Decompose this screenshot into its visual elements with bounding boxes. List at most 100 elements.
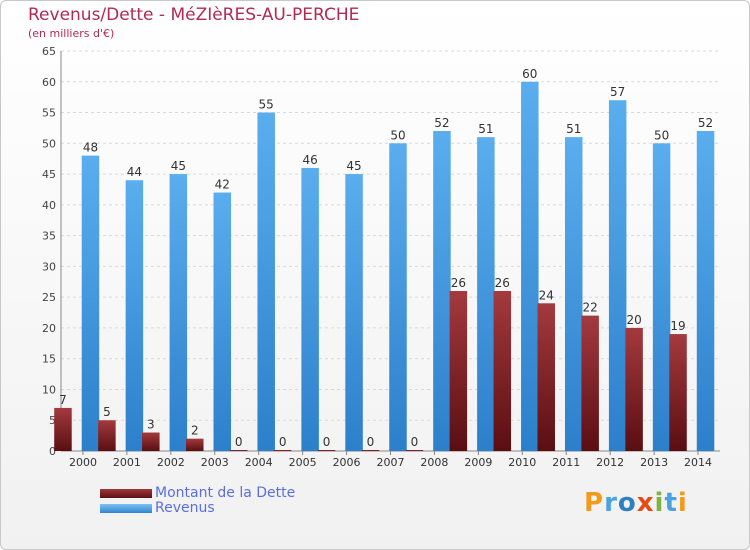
- bar-dette: [537, 303, 555, 451]
- y-tick-label: 5: [49, 414, 56, 427]
- data-label-revenus: 45: [171, 159, 186, 173]
- data-label-dette: 26: [495, 276, 510, 290]
- bar-revenus: [345, 174, 363, 452]
- bar-revenus: [81, 155, 100, 451]
- data-label-revenus: 52: [698, 116, 713, 130]
- bar-revenus: [564, 137, 583, 451]
- bar-revenus: [389, 143, 407, 452]
- chart-subtitle: (en milliers d'€): [28, 27, 115, 40]
- data-label-dette: 3: [147, 418, 155, 432]
- x-tick-label: 2000: [69, 456, 97, 469]
- y-tick-label: 40: [42, 199, 56, 212]
- logo-letter: x: [636, 488, 655, 518]
- data-label-dette: 24: [539, 288, 554, 302]
- x-tick-label: 2008: [420, 456, 448, 469]
- data-label-dette: 22: [583, 301, 598, 315]
- data-label-revenus: 51: [566, 122, 581, 136]
- legend-swatch-revenus: [100, 504, 152, 513]
- legend-label-revenus: Revenus: [155, 500, 215, 516]
- logo-letter: i: [677, 488, 688, 518]
- bar-revenus: [608, 100, 627, 451]
- bar-revenus: [521, 81, 539, 452]
- data-label-dette: 7: [59, 393, 67, 407]
- data-label-dette: 20: [626, 313, 641, 327]
- y-tick-label: 45: [42, 168, 56, 181]
- bar-dette: [625, 327, 643, 451]
- data-label-revenus: 50: [654, 128, 669, 142]
- bar-revenus: [696, 131, 715, 451]
- x-tick-label: 2002: [157, 456, 185, 469]
- y-tick-label: 25: [42, 291, 56, 304]
- y-tick-label: 15: [42, 353, 56, 366]
- data-label-revenus: 60: [522, 67, 537, 81]
- bar-dette: [273, 450, 292, 451]
- data-label-revenus: 51: [478, 122, 493, 136]
- bar-revenus: [652, 143, 671, 452]
- data-label-dette: 0: [411, 435, 419, 449]
- bar-dette: [317, 450, 336, 451]
- data-label-dette: 0: [279, 435, 287, 449]
- logo-letter: t: [664, 488, 678, 518]
- y-tick-label: 55: [42, 107, 56, 120]
- data-label-dette: 5: [103, 405, 111, 419]
- data-label-dette: 0: [323, 435, 331, 449]
- x-tick-label: 2012: [596, 456, 624, 469]
- legend-swatch-dette: [100, 489, 152, 498]
- data-label-dette: 26: [451, 276, 466, 290]
- x-tick-label: 2001: [113, 456, 141, 469]
- y-tick-label: 30: [42, 260, 56, 273]
- y-tick-label: 65: [42, 45, 56, 58]
- bar-dette: [54, 407, 72, 451]
- data-label-dette: 2: [191, 424, 199, 438]
- logo-letter: P: [584, 488, 605, 518]
- y-tick-label: 20: [42, 322, 56, 335]
- bar-dette: [405, 450, 424, 451]
- data-label-dette: 0: [235, 435, 243, 449]
- bar-dette: [361, 450, 380, 451]
- bar-dette: [186, 438, 204, 451]
- bar-dette: [669, 334, 687, 451]
- bar-revenus: [433, 131, 451, 451]
- x-tick-label: 2006: [333, 456, 361, 469]
- proxiti-logo: Proxiti: [584, 488, 688, 518]
- y-tick-label: 50: [42, 137, 56, 150]
- bar-dette: [493, 291, 512, 451]
- logo-letter: o: [617, 488, 637, 518]
- bar-dette: [581, 315, 599, 451]
- bar-dette: [449, 291, 468, 451]
- x-tick-label: 2011: [552, 456, 580, 469]
- chart-title: Revenus/Dette - MéZIèRES-AU-PERCHE: [28, 5, 360, 25]
- data-label-revenus: 48: [83, 141, 98, 155]
- bar-revenus: [213, 192, 232, 452]
- x-tick-label: 2013: [640, 456, 668, 469]
- data-label-revenus: 55: [259, 98, 274, 112]
- y-tick-label: 35: [42, 230, 56, 243]
- data-label-revenus: 57: [610, 85, 625, 99]
- x-tick-label: 2010: [508, 456, 536, 469]
- bar-revenus: [301, 167, 319, 451]
- y-tick-label: 60: [42, 76, 56, 89]
- x-tick-label: 2005: [289, 456, 317, 469]
- x-tick-label: 2003: [201, 456, 229, 469]
- bar-dette: [142, 432, 160, 451]
- x-tick-label: 2004: [245, 456, 273, 469]
- bar-revenus: [169, 174, 188, 452]
- data-label-dette: 19: [670, 319, 685, 333]
- data-label-revenus: 44: [127, 165, 142, 179]
- y-tick-label: 0: [49, 445, 56, 458]
- data-label-dette: 0: [367, 435, 375, 449]
- data-label-revenus: 50: [390, 128, 405, 142]
- x-tick-label: 2009: [464, 456, 492, 469]
- x-tick-label: 2014: [684, 456, 712, 469]
- bar-dette: [229, 450, 248, 451]
- logo-letter: r: [604, 488, 618, 518]
- bar-revenus: [257, 112, 275, 452]
- bar-dette: [98, 420, 116, 451]
- data-label-revenus: 52: [434, 116, 449, 130]
- logo-letter: i: [654, 488, 665, 518]
- y-tick-label: 10: [42, 383, 56, 396]
- data-label-revenus: 42: [215, 178, 230, 192]
- bar-revenus: [477, 137, 495, 451]
- data-label-revenus: 46: [302, 153, 317, 167]
